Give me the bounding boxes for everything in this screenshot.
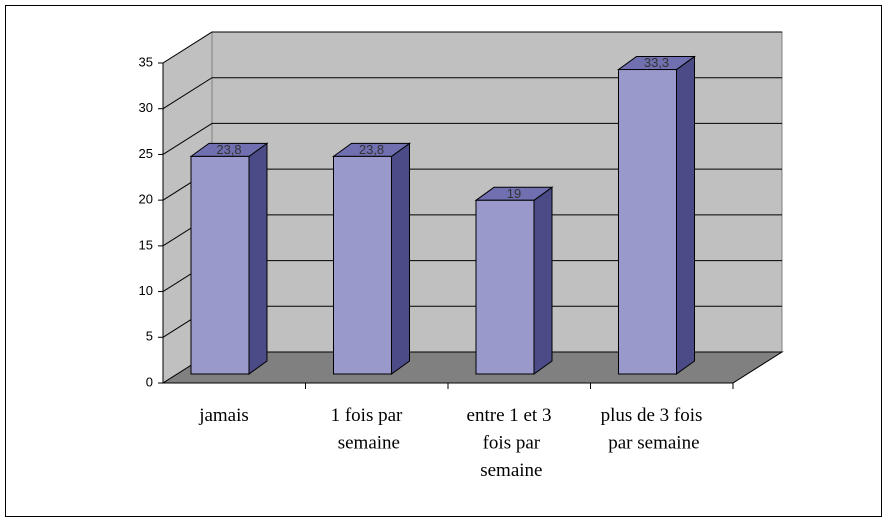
value-label: 33,3 <box>644 55 669 70</box>
y-tick-label: 25 <box>139 146 153 161</box>
y-tick-label: 0 <box>146 374 153 389</box>
bar <box>331 142 412 375</box>
grid-line <box>162 77 782 110</box>
bar-front <box>190 155 250 375</box>
y-tick-label: 5 <box>146 329 153 344</box>
bar <box>189 142 269 375</box>
x-tick-label: 1 fois par semaine <box>331 405 403 454</box>
bar-front <box>618 69 677 375</box>
value-label: 23,8 <box>359 142 384 157</box>
y-tick-label: 20 <box>139 192 153 207</box>
x-tick-label: plus de 3 fois par semaine <box>601 405 703 454</box>
value-label: 23,8 <box>216 142 241 157</box>
bar <box>474 186 554 375</box>
bar-front <box>333 155 392 375</box>
bar-side <box>391 142 410 375</box>
value-label: 19 <box>507 186 521 201</box>
bar-side <box>248 142 268 375</box>
x-tick-label: entre 1 et 3 fois par semaine <box>467 405 552 481</box>
bar <box>616 55 697 375</box>
bar-side <box>676 55 695 375</box>
y-tick-label: 35 <box>139 54 153 69</box>
bar-front <box>475 199 535 375</box>
bar-side <box>533 186 553 375</box>
x-tick-label: jamais <box>198 405 249 426</box>
y-tick-label: 30 <box>139 100 153 115</box>
y-tick-label: 10 <box>139 283 153 298</box>
grid-line <box>162 31 782 64</box>
grid-line <box>162 122 782 155</box>
y-tick-label: 15 <box>139 237 153 252</box>
